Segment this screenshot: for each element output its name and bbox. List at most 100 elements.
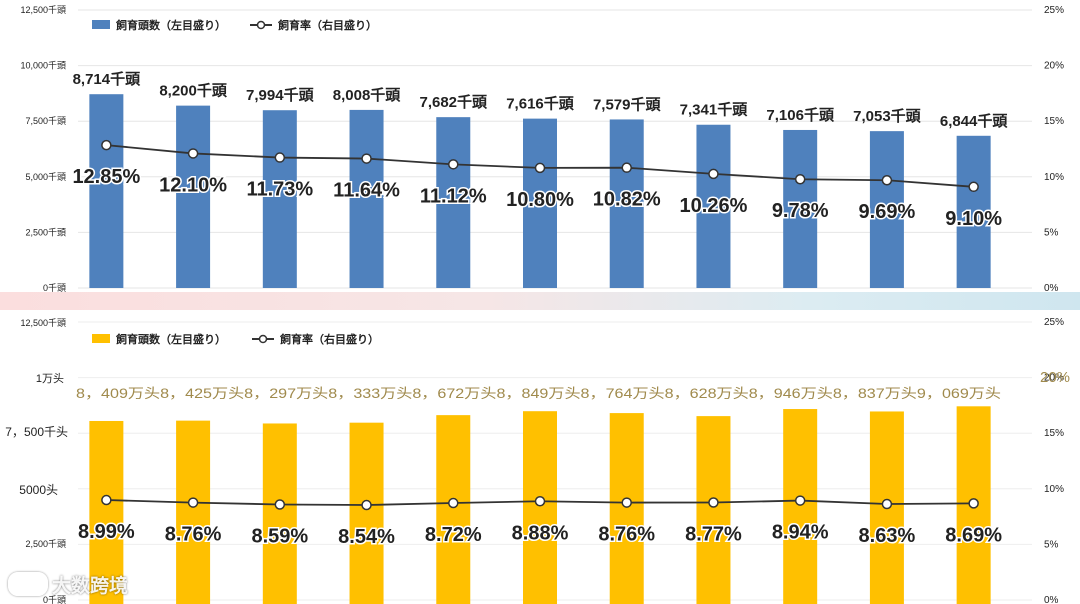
legend-line-label: 飼育率（右目盛り） <box>277 18 377 32</box>
rate-label: 8.59% <box>251 525 308 547</box>
bar <box>176 420 211 604</box>
watermark: 大数跨境 <box>8 570 128 598</box>
y-left-tick-label: 2,500千頭 <box>25 227 66 237</box>
rate-point <box>534 162 546 174</box>
rate-point <box>361 153 372 164</box>
legend-line-label: 飼育率（右目盛り） <box>279 332 379 346</box>
bar <box>609 413 644 604</box>
rate-point <box>794 495 806 506</box>
bar <box>696 124 731 288</box>
bar-value-label: 7,053千頭 <box>853 108 922 125</box>
rate-point <box>621 497 632 508</box>
bar <box>436 415 471 604</box>
rate-point <box>448 497 459 509</box>
y-right-tick-label: 15% <box>1044 428 1064 439</box>
bar <box>869 131 904 288</box>
chart-cats: 0% 5% 10% 15% 20% 25% 0千頭 2,500千頭 5000头 7，500千头 1万… <box>5 317 1070 604</box>
y-right-tick-label: 5% <box>1044 227 1059 238</box>
rate-label: 10.26% <box>680 195 748 217</box>
overlay-percent-label: 20% <box>1040 369 1070 386</box>
legend-line-marker <box>256 20 266 30</box>
bar <box>349 109 384 289</box>
rate-label: 8.54% <box>338 526 395 548</box>
y-left-tick-label: 0千頭 <box>43 283 66 293</box>
rate-label: 9.10% <box>945 208 1002 230</box>
rate-label: 8.63% <box>859 525 916 547</box>
rate-label: 11.64% <box>333 180 400 202</box>
bar <box>176 105 211 288</box>
rate-label: 8.76% <box>598 524 655 546</box>
bar-value-label: 7,994千頭 <box>246 87 315 104</box>
rate-point <box>361 499 372 511</box>
legend-bar-swatch <box>92 20 110 29</box>
rate-point <box>708 168 719 180</box>
y-left-tick-label: 1万头 <box>36 372 64 385</box>
rate-point <box>708 497 719 508</box>
bar-value-label: 8,008千頭 <box>333 87 402 104</box>
y-left-tick-label: 12,500千頭 <box>20 318 66 328</box>
bar <box>262 423 297 604</box>
y-right-tick-label: 20% <box>1044 61 1064 72</box>
bar <box>89 420 124 604</box>
rate-point <box>794 173 806 185</box>
chart-dogs: 0千頭 0% 2,500千頭 5% 5,000千頭 10% 7,500千頭 15% 10,000… <box>20 5 1064 294</box>
y-left-tick-label: 10,000千頭 <box>20 61 66 71</box>
rate-label: 11.12% <box>420 185 487 207</box>
rate-point <box>881 174 893 186</box>
bar-value-label: 7,682千頭 <box>419 94 488 111</box>
bar-value-labels: 8，409万头8，425万头8，297万头8，333万头8，672万头8，849… <box>76 386 1001 401</box>
legend-bar-swatch <box>92 334 110 343</box>
rate-label: 8.88% <box>512 522 569 544</box>
y-right-tick-label: 20% <box>1044 373 1064 384</box>
bar-value-label: 8,714千頭 <box>73 71 142 88</box>
y-left-tick-label: 12,500千頭 <box>20 5 66 15</box>
rate-label: 11.73% <box>246 179 313 201</box>
bar-value-label: 8,200千頭 <box>159 83 228 100</box>
bar <box>696 416 731 604</box>
rate-label: 8.69% <box>945 524 1002 546</box>
rate-label: 10.82% <box>593 189 661 211</box>
rate-point <box>101 494 112 506</box>
bar <box>523 411 557 604</box>
rate-label: 9.78% <box>772 200 829 222</box>
rate-point <box>187 497 199 508</box>
bar <box>783 129 818 288</box>
rate-label: 8.99% <box>78 521 135 543</box>
rate-point <box>881 498 893 510</box>
rate-point <box>534 496 546 507</box>
bar <box>956 135 991 288</box>
rate-label: 8.72% <box>425 524 482 546</box>
bar <box>349 422 384 604</box>
rate-label: 8.94% <box>772 522 829 544</box>
legend-line-marker <box>258 334 268 344</box>
y-right-tick-label: 25% <box>1044 5 1064 16</box>
y-right-tick-label: 0% <box>1044 595 1059 604</box>
rate-label: 10.80% <box>506 189 574 211</box>
y-left-tick-label: 0千頭 <box>43 595 66 604</box>
legend-bar-label: 飼育頭数（左目盛り） <box>115 332 226 346</box>
y-left-tick-label: 2,500千頭 <box>25 539 66 549</box>
bar <box>783 409 818 604</box>
rate-label: 9.69% <box>859 201 916 223</box>
bar <box>609 119 644 288</box>
rate-point <box>187 148 199 159</box>
rate-point <box>621 162 632 173</box>
y-left-tick-label: 5,000千頭 <box>25 172 66 182</box>
rate-label: 12.10% <box>159 174 227 196</box>
rate-label: 12.85% <box>72 166 140 188</box>
y-right-tick-label: 10% <box>1044 484 1064 495</box>
rate-point <box>968 498 979 509</box>
watermark-text: 大数跨境 <box>52 574 129 597</box>
y-left-tick-label: 7,500千頭 <box>25 116 66 126</box>
bar <box>523 118 557 288</box>
rate-point <box>968 181 979 193</box>
y-left-tick-label: 7，500千头 <box>5 425 68 439</box>
y-right-tick-label: 25% <box>1044 317 1064 328</box>
y-left-tick-label: 5000头 <box>19 483 58 497</box>
rate-point <box>101 139 112 151</box>
rate-label: 8.76% <box>165 524 222 546</box>
rate-label: 8.77% <box>685 523 742 545</box>
rate-point <box>448 159 459 170</box>
bar <box>89 94 124 288</box>
bar-value-label: 7,341千頭 <box>680 102 749 119</box>
